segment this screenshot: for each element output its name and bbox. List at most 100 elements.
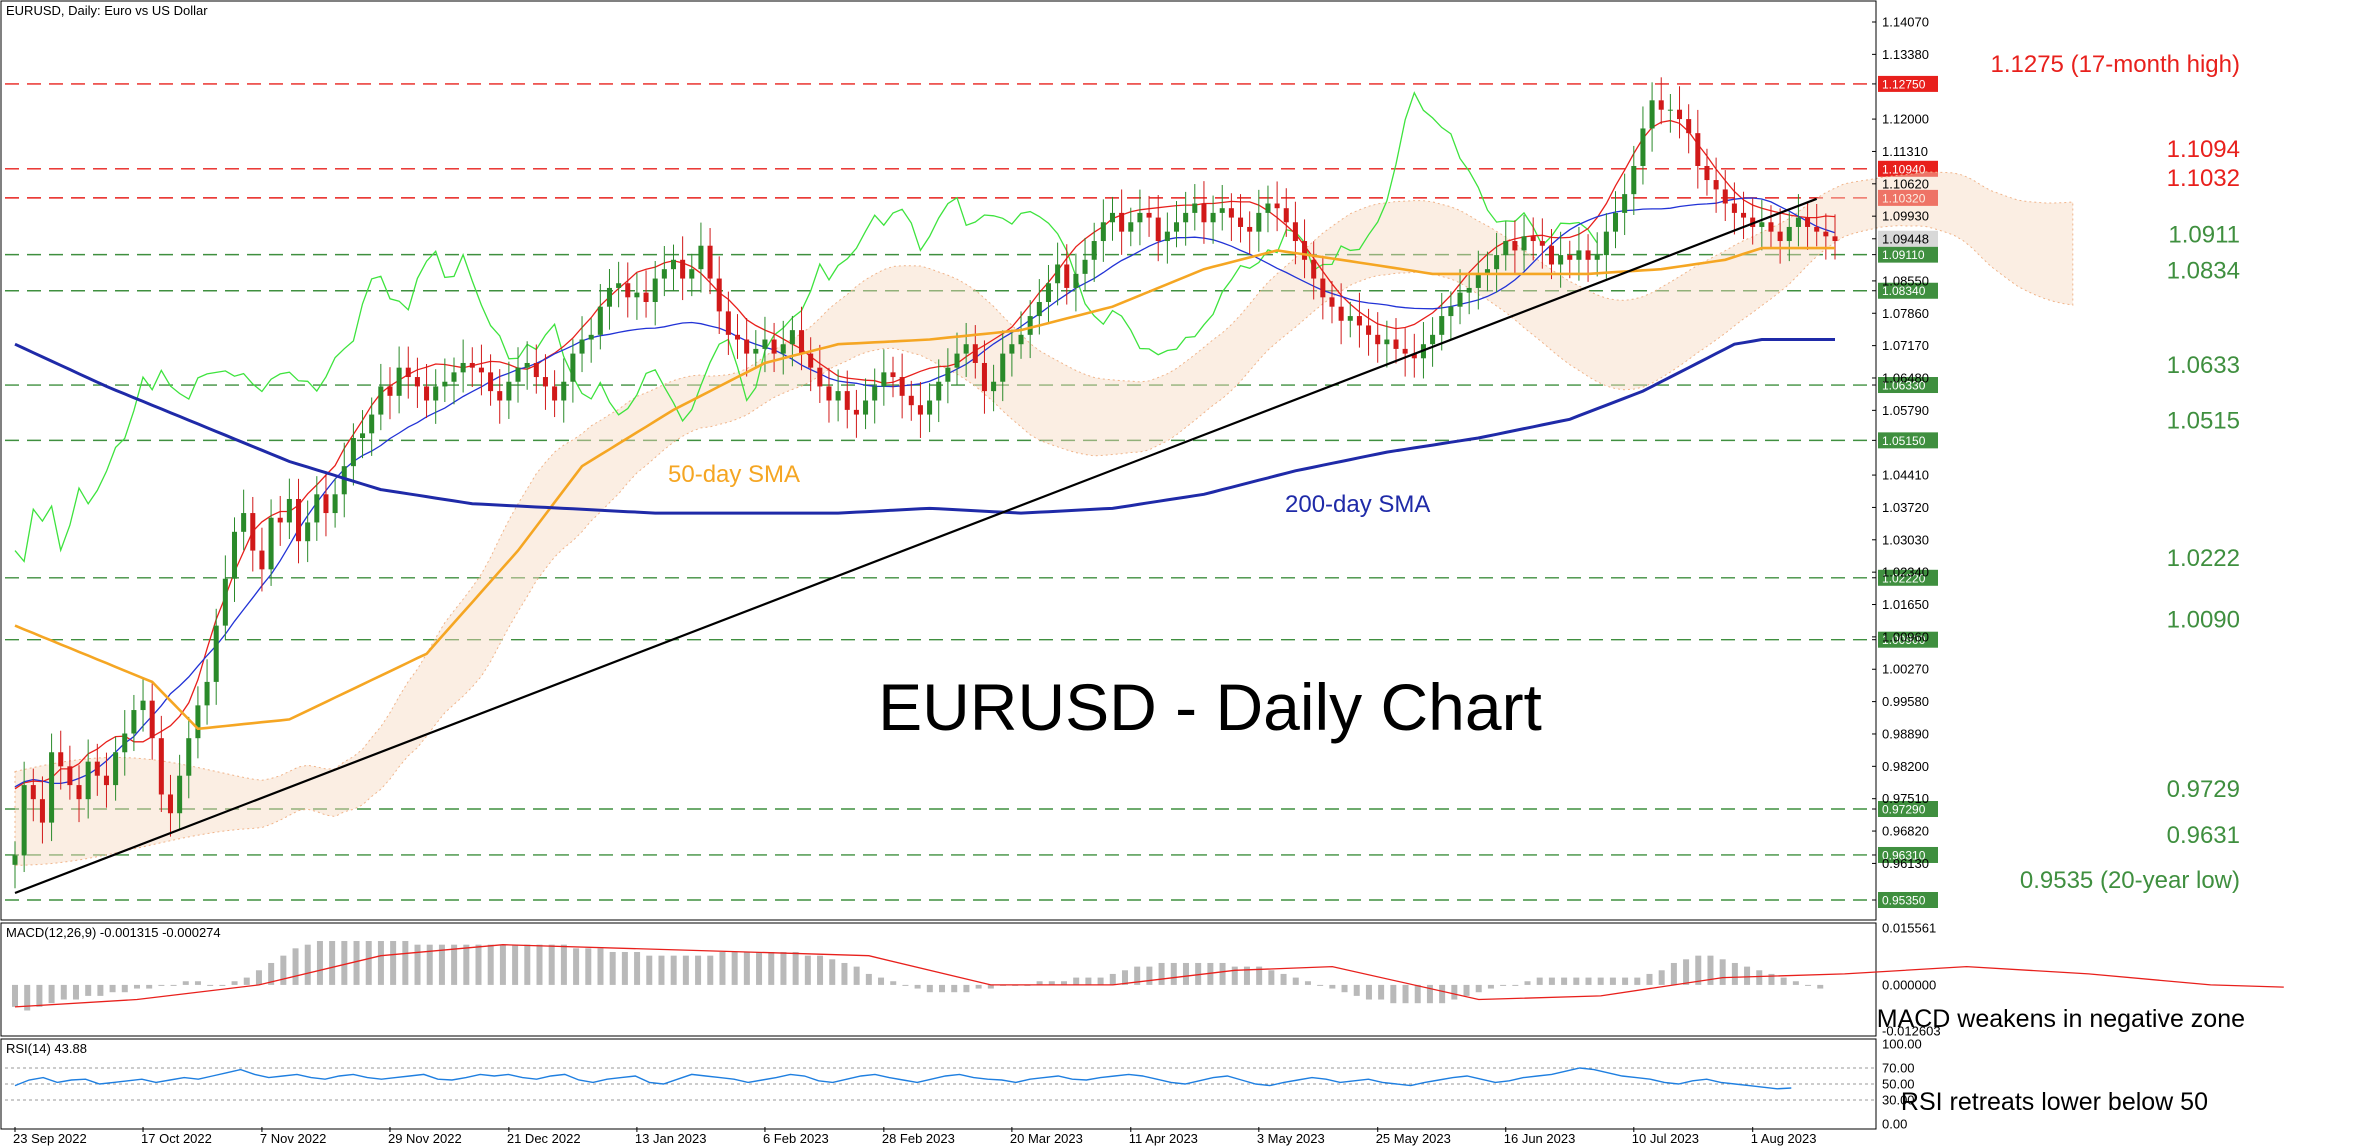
macd-bar-111: [1365, 984, 1372, 1000]
candle-body-174: [1603, 231, 1609, 256]
level-tag-bg-8: [1878, 631, 1938, 648]
candle-body-151: [1393, 339, 1399, 349]
candle-body-73: [680, 259, 686, 279]
macd-bar-55: [682, 955, 689, 985]
candle-body-91: [844, 391, 850, 410]
price-tick-label-19: 1.03030: [1882, 532, 1929, 547]
macd-bar-15: [194, 981, 201, 985]
candle-body-81: [753, 348, 759, 354]
macd-bar-14: [182, 981, 189, 985]
level-tag-text-6: 1.05150: [1882, 434, 1926, 448]
macd-bar-11: [146, 984, 153, 989]
candle-body-56: [524, 362, 530, 368]
macd-bar-107: [1317, 984, 1324, 986]
macd-bar-10: [133, 984, 140, 989]
candle-body-53: [497, 391, 503, 401]
candle-body-32: [305, 522, 311, 542]
macd-bar-9: [121, 984, 128, 993]
candle-body-45: [424, 386, 430, 401]
candle-body-160: [1475, 273, 1481, 288]
macd-bar-38: [475, 944, 482, 985]
candle-body-54: [506, 381, 512, 401]
candle-body-107: [991, 381, 997, 392]
candle-body-50: [469, 362, 475, 368]
candle-body-49: [460, 362, 466, 373]
candle-body-189: [1741, 212, 1747, 218]
price-tick-label-20: 1.02340: [1882, 565, 1929, 580]
candle-body-78: [725, 311, 731, 335]
candle-body-36: [341, 466, 347, 495]
level-label-10: 0.9631: [2167, 822, 2240, 849]
candle-body-150: [1384, 339, 1390, 345]
candle-body-149: [1375, 334, 1381, 345]
macd-bar-57: [707, 955, 714, 985]
annotation-50-day-sma: 50-day SMA: [668, 461, 800, 488]
candle-body-21: [204, 681, 210, 706]
candle-body-120: [1109, 212, 1116, 223]
level-tag-text-4: 1.08340: [1882, 284, 1926, 298]
candle-body-137: [1265, 203, 1271, 213]
macd-bar-93: [1146, 966, 1153, 985]
ichimoku-cloud: [14, 171, 2074, 866]
candle-body-94: [872, 386, 878, 401]
rsi-axis-label-4: 0.00: [1882, 1117, 1907, 1132]
candle-body-47: [442, 381, 448, 387]
macd-bar-116: [1426, 984, 1433, 1004]
candle-body-51: [478, 367, 484, 373]
candle-body-109: [1009, 344, 1015, 354]
macd-bar-58: [719, 951, 726, 985]
candle-body-99: [917, 405, 923, 415]
level-tag-text-1: 1.10940: [1882, 162, 1926, 176]
candle-body-92: [853, 409, 859, 415]
macd-bar-16: [207, 984, 214, 986]
macd-bar-59: [731, 951, 738, 985]
macd-bar-42: [524, 944, 531, 985]
macd-bar-75: [926, 984, 933, 993]
candle-body-169: [1558, 255, 1564, 265]
candle-body-165: [1521, 236, 1527, 251]
macd-bar-105: [1292, 977, 1299, 985]
candle-body-128: [1183, 212, 1189, 223]
candle-body-124: [1146, 212, 1152, 218]
candle-body-28: [268, 517, 274, 570]
macd-bar-132: [1622, 977, 1629, 985]
candle-body-95: [881, 372, 887, 387]
macd-bar-114: [1402, 984, 1409, 1004]
annotation-rsi: RSI retreats lower below 50: [1901, 1088, 2208, 1116]
macd-bar-109: [1341, 984, 1348, 993]
candle-body-43: [405, 367, 411, 378]
macd-bar-125: [1536, 977, 1543, 985]
macd-bar-6: [85, 984, 92, 996]
candle-body-0: [12, 855, 18, 865]
macd-bar-133: [1634, 977, 1641, 985]
macd-bar-46: [573, 948, 580, 985]
macd-bar-22: [280, 955, 287, 985]
candle-body-61: [570, 353, 576, 382]
candle-body-156: [1439, 316, 1445, 335]
macd-bar-130: [1597, 977, 1604, 985]
macd-bar-65: [804, 955, 811, 985]
macd-bar-5: [72, 984, 79, 1000]
level-tag-bg-5: [1878, 377, 1938, 394]
candle-body-176: [1622, 194, 1628, 213]
macd-bar-76: [939, 984, 946, 993]
macd-bar-139: [1707, 955, 1714, 985]
macd-bar-21: [268, 962, 275, 985]
macd-bar-94: [1158, 962, 1165, 985]
macd-bar-138: [1695, 955, 1702, 985]
candle-body-112: [1036, 302, 1042, 317]
macd-bar-47: [585, 948, 592, 985]
level-tag-bg-11: [1878, 892, 1938, 908]
candle-body-181: [1667, 109, 1673, 111]
candle-body-22: [213, 625, 219, 682]
candle-body-100: [927, 400, 933, 415]
candle-body-197: [1814, 226, 1820, 232]
candle-body-133: [1228, 208, 1234, 218]
candle-body-52: [488, 372, 494, 392]
candle-body-66: [616, 283, 622, 288]
macd-bar-121: [1487, 984, 1494, 989]
level-label-5: 1.0633: [2167, 352, 2240, 379]
level-tag-text-10: 0.96310: [1882, 848, 1926, 862]
chart-title: EURUSD - Daily Chart: [878, 670, 1542, 744]
macd-bar-106: [1304, 981, 1311, 985]
